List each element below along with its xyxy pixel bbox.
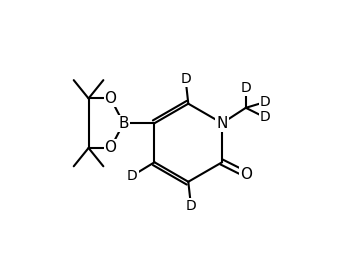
Text: N: N [217,116,228,131]
Text: D: D [260,95,271,109]
Text: D: D [180,72,191,86]
Text: B: B [118,116,129,131]
Text: O: O [104,91,117,106]
Text: D: D [240,81,251,95]
Text: O: O [104,140,117,156]
Text: O: O [240,167,252,182]
Text: D: D [127,169,138,183]
Text: D: D [186,199,196,213]
Text: D: D [260,110,271,125]
